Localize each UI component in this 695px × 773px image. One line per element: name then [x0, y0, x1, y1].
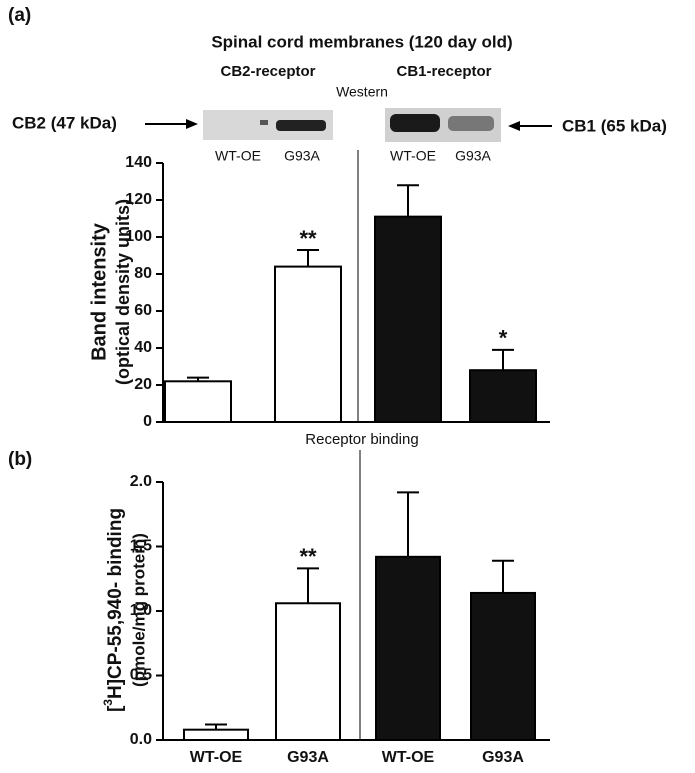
y-label-sup: 3 — [101, 699, 115, 706]
bar — [275, 602, 341, 742]
y-tick-label: 0.0 — [130, 731, 152, 748]
x-tick-label: G93A — [287, 749, 329, 766]
panel-label: (a) — [8, 5, 31, 26]
y-axis-label: (pmole/mg protein) — [129, 533, 148, 687]
y-tick-label: 60 — [134, 302, 152, 319]
x-tick-label: G93A — [482, 749, 524, 766]
significance: * — [499, 326, 508, 351]
bar — [183, 728, 249, 741]
bar — [374, 215, 442, 423]
y-tick-label: 0 — [143, 413, 152, 430]
y-axis-label: Band intensity — [88, 222, 110, 361]
bar — [470, 591, 536, 741]
blot-images — [203, 108, 501, 142]
y-label-part: H]CP-55,940- binding — [105, 508, 126, 699]
y-axis-label: [3H]CP-55,940- binding — [101, 508, 126, 712]
band-label: CB2 (47 kDa) — [12, 113, 117, 132]
panel-label: (b) — [8, 449, 32, 470]
subtitle: CB1-receptor — [396, 63, 491, 80]
band-label: CB1 (65 kDa) — [562, 116, 667, 135]
y-tick-label: 0.5 — [130, 667, 152, 684]
category-label: WT-OE — [215, 148, 261, 164]
y-tick-label: 140 — [125, 154, 152, 171]
y-tick-label: 1.0 — [130, 602, 152, 619]
y-tick-label: 20 — [134, 376, 152, 393]
subtitle: CB2-receptor — [220, 63, 315, 80]
y-tick-label: 40 — [134, 339, 152, 356]
x-tick-label: WT-OE — [382, 749, 435, 766]
y-tick-label: 100 — [125, 228, 152, 245]
bar — [375, 555, 441, 741]
bar — [469, 369, 537, 424]
bar — [274, 265, 342, 423]
y-tick-label: 1.5 — [130, 538, 152, 555]
y-tick-label: 2.0 — [130, 473, 152, 490]
category-label: G93A — [455, 148, 491, 164]
y-tick-label: 80 — [134, 265, 152, 282]
category-label: WT-OE — [390, 148, 436, 164]
x-tick-label: WT-OE — [190, 749, 243, 766]
significance: ** — [299, 226, 317, 251]
method-label: Western — [336, 84, 388, 100]
title: Spinal cord membranes (120 day old) — [211, 32, 512, 51]
significance: ** — [299, 544, 317, 569]
y-axis-label: (optical density units) — [113, 199, 133, 385]
bar — [164, 380, 232, 423]
y-label-part: [ — [105, 705, 126, 712]
method-label: Receptor binding — [305, 431, 418, 448]
arrows — [145, 119, 552, 131]
category-label: G93A — [284, 148, 320, 164]
y-tick-label: 120 — [125, 191, 152, 208]
